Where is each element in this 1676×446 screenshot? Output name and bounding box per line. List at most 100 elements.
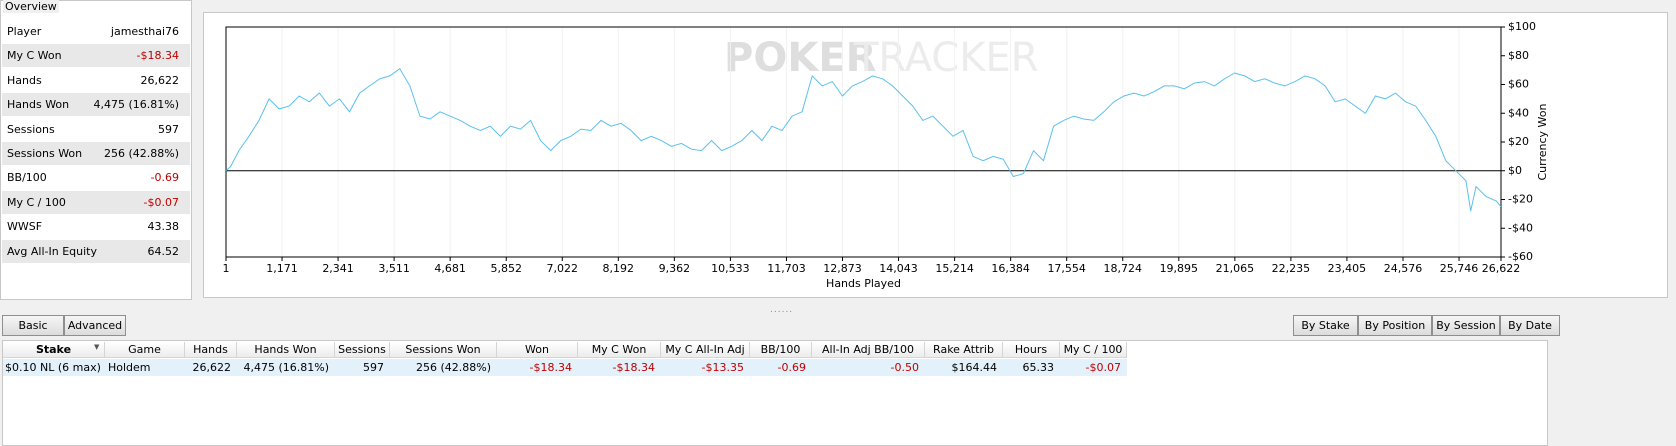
stat-label: WWSF	[7, 220, 43, 234]
overview-title: Overview	[3, 0, 59, 13]
column-header[interactable]: Stake	[3, 342, 105, 358]
x-tick-label: 4,681	[434, 262, 466, 275]
x-tick-label: 11,703	[767, 262, 806, 275]
column-header[interactable]: My C / 100	[1060, 342, 1127, 358]
column-header[interactable]: Sessions	[335, 342, 390, 358]
stat-value: jamesthai76	[110, 25, 179, 38]
table-cell: -$0.07	[1085, 361, 1121, 374]
stat-label: Avg All-In Equity	[7, 244, 97, 258]
column-header[interactable]: My C Won	[578, 342, 661, 358]
x-tick-label: 10,533	[711, 262, 750, 275]
column-header[interactable]: All-In Adj BB/100	[812, 342, 925, 358]
column-header[interactable]: Hours	[1003, 342, 1060, 358]
stat-value: 256 (42.88%)	[103, 147, 179, 160]
x-tick-label: 24,576	[1384, 262, 1423, 275]
table-cell: -$18.34	[529, 361, 572, 374]
stat-label: Sessions	[7, 122, 55, 136]
table-cell: -0.69	[777, 361, 806, 374]
x-tick-label: 19,895	[1160, 262, 1199, 275]
table-cell: $0.10 NL (6 max)	[5, 361, 101, 374]
column-header[interactable]: BB/100	[750, 342, 812, 358]
column-header[interactable]: My C All-In Adj	[661, 342, 750, 358]
x-tick-label: 8,192	[603, 262, 635, 275]
stat-value: -$18.34	[136, 49, 179, 63]
column-header[interactable]: Won	[497, 342, 578, 358]
stat-value: 4,475 (16.81%)	[93, 98, 179, 112]
y-tick-label: $0	[1508, 164, 1522, 177]
y-tick-label: -$60	[1508, 250, 1533, 263]
stat-value: 64.52	[147, 244, 180, 258]
table-cell: 597	[363, 361, 384, 374]
watermark: TRACKER	[853, 35, 1039, 81]
table-cell: -$13.35	[701, 361, 744, 374]
x-tick-label: 21,065	[1216, 262, 1255, 275]
x-tick-label: 12,873	[823, 262, 862, 275]
table-cell: 256 (42.88%)	[415, 361, 491, 374]
row-bg	[2, 142, 190, 165]
y-tick-label: $100	[1508, 20, 1536, 33]
x-tick-label: 15,214	[935, 262, 974, 275]
stat-label: Player	[7, 25, 42, 38]
table-cell: 4,475 (16.81%)	[243, 361, 329, 374]
stat-label: BB/100	[7, 171, 47, 185]
x-tick-label: 23,405	[1328, 262, 1367, 275]
column-header[interactable]: Game	[105, 342, 185, 358]
x-tick-label: 9,362	[659, 262, 691, 275]
column-header[interactable]: Rake Attrib	[925, 342, 1003, 358]
column-header[interactable]: Sessions Won	[390, 342, 497, 358]
chart-panel: POKER TRACKER 1 1,171 2,341 3,511 4,681 5,852 7,…	[203, 12, 1668, 298]
tab-button[interactable]: Basic	[2, 315, 64, 336]
y-tick-label: -$40	[1508, 221, 1533, 234]
x-tick-label: 14,043	[879, 262, 918, 275]
x-tick-label: 25,746	[1440, 262, 1479, 275]
row-bg	[2, 44, 190, 68]
watermark: POKER	[724, 35, 876, 81]
stat-value: 26,622	[140, 73, 180, 87]
y-tick-label: $20	[1508, 135, 1529, 148]
column-header[interactable]: Hands	[185, 342, 237, 358]
table-cell: -$18.34	[612, 361, 655, 374]
stat-value: 43.38	[147, 220, 180, 234]
view-button[interactable]: By Date	[1500, 315, 1560, 336]
table-cell: 65.33	[1022, 361, 1055, 374]
x-tick-label: 1,171	[266, 262, 298, 275]
x-axis-label: Hands Played	[826, 277, 901, 290]
x-tick-label: 26,622	[1482, 262, 1521, 275]
x-tick-label: 18,724	[1103, 262, 1142, 275]
x-tick-label: 1	[223, 262, 230, 275]
stat-value: -0.69	[150, 171, 179, 185]
stat-label: My C / 100	[7, 195, 66, 209]
plot-frame	[225, 26, 1502, 258]
row-bg	[2, 93, 190, 117]
y-tick-label: $60	[1508, 78, 1529, 91]
row-bg	[2, 190, 190, 214]
table-cell: 26,622	[192, 361, 232, 374]
stat-label: My C Won	[7, 49, 62, 63]
sort-arrow: ▼	[94, 343, 100, 351]
view-button[interactable]: By Session	[1432, 315, 1500, 336]
view-button[interactable]: By Position	[1358, 315, 1432, 336]
x-tick-label: 16,384	[991, 262, 1030, 275]
stat-label: Hands Won	[7, 98, 70, 112]
stat-label: Sessions Won	[7, 147, 83, 160]
x-tick-label: 5,852	[490, 262, 522, 275]
y-tick-label: $40	[1508, 106, 1529, 119]
y-tick-label: -$20	[1508, 193, 1533, 206]
x-tick-label: 7,022	[547, 262, 579, 275]
stat-value: 597	[158, 122, 179, 136]
header-bg	[3, 342, 1127, 358]
splitter[interactable]: ......	[770, 305, 794, 315]
table-cell: Holdem	[108, 361, 151, 374]
line	[225, 67, 1502, 212]
stat-label: Hands	[7, 73, 42, 87]
view-button[interactable]: By Stake	[1293, 315, 1358, 336]
table-cell: $164.44	[951, 361, 998, 374]
table-cell: -0.50	[890, 361, 919, 374]
tab-button[interactable]: Advanced	[64, 315, 126, 336]
column-header[interactable]: Hands Won	[237, 342, 335, 358]
y-tick-label: $80	[1508, 49, 1529, 62]
stat-value: -$0.07	[143, 195, 179, 209]
x-tick-label: 22,235	[1272, 262, 1311, 275]
